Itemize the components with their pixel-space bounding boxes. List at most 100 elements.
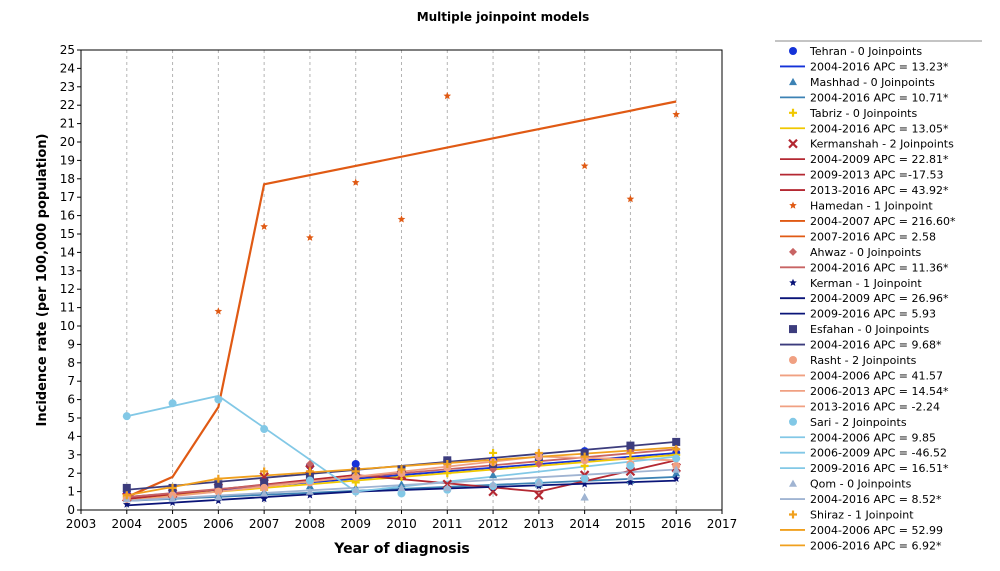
legend-series-name: Sari - 2 Joinpoints (810, 416, 907, 429)
x-tick-label: 2009 (340, 517, 371, 531)
legend: Tehran - 0 Joinpoints 2004-2016 APC = 13.… (775, 40, 982, 552)
y-tick-label: 16 (60, 209, 75, 223)
legend-marker (789, 47, 797, 55)
legend-fit-label: 2004-2016 APC = 10.71* (810, 91, 949, 104)
legend-marker (789, 417, 797, 426)
legend-series-name: Hamedan - 1 Joinpoint (810, 200, 933, 213)
data-point (672, 110, 681, 118)
legend-fit-label: 2006-2016 APC = 6.92* (810, 539, 942, 552)
x-tick-label: 2010 (386, 517, 417, 531)
data-point (580, 161, 589, 170)
legend-series-name: Ahwaz - 0 Joinpoints (810, 246, 922, 259)
legend-marker (789, 77, 797, 86)
data-point (260, 483, 269, 492)
y-tick-label: 12 (60, 282, 75, 296)
data-point (626, 441, 635, 450)
data-point (672, 465, 681, 473)
legend-fit-label: 2004-2006 APC = 9.85 (810, 431, 936, 444)
y-tick-label: 25 (60, 43, 75, 57)
data-point (122, 483, 131, 492)
data-point (626, 195, 635, 203)
legend-marker (789, 278, 797, 286)
data-point (305, 460, 314, 468)
x-tick-label: 2008 (295, 517, 326, 531)
y-axis-label: Incidence rate (per 100,000 population) (35, 134, 50, 427)
legend-marker (789, 201, 797, 209)
legend-fit-label: 2013-2016 APC = -2.24 (810, 400, 940, 413)
y-tick-label: 4 (67, 429, 75, 443)
x-tick-label: 2004 (112, 517, 143, 531)
data-point (305, 467, 314, 476)
data-point (397, 215, 406, 223)
y-tick-label: 18 (60, 172, 75, 186)
y-tick-label: 22 (60, 98, 75, 112)
legend-fit-label: 2004-2007 APC = 216.60* (810, 215, 956, 228)
data-point (397, 489, 406, 498)
data-point (489, 458, 498, 467)
data-point (534, 478, 543, 486)
legend-fit-label: 2009-2016 APC = 16.51* (810, 462, 949, 475)
legend-fit-label: 2004-2016 APC = 13.23* (810, 60, 949, 73)
y-tick-label: 2 (67, 466, 75, 480)
data-point (626, 472, 635, 481)
y-tick-label: 0 (67, 503, 75, 517)
legend-fit-label: 2004-2016 APC = 11.36* (810, 261, 949, 274)
legend-fit-label: 2004-2016 APC = 8.52* (810, 493, 942, 506)
legend-series-name: Shiraz - 1 Joinpoint (810, 509, 914, 522)
data-point (214, 307, 223, 315)
data-point (214, 496, 223, 505)
plot-area: 0123456789101112131415161718192021222324… (60, 43, 738, 531)
data-point (122, 412, 131, 421)
y-tick-label: 15 (60, 227, 75, 241)
legend-series-name: Rasht - 2 Joinpoints (810, 354, 917, 367)
legend-fit-label: 2004-2016 APC = 13.05* (810, 122, 949, 135)
y-tick-label: 3 (67, 448, 75, 462)
data-point (672, 474, 681, 482)
data-point (214, 487, 223, 496)
data-point (214, 474, 223, 483)
legend-series-name: Kerman - 1 Joinpoint (810, 277, 922, 290)
data-point (260, 467, 269, 476)
data-point (351, 178, 360, 186)
y-tick-label: 19 (60, 153, 75, 167)
data-point (580, 480, 589, 488)
x-tick-label: 2017 (707, 517, 738, 531)
x-tick-label: 2013 (524, 517, 555, 531)
data-point (397, 480, 406, 488)
y-tick-label: 5 (67, 411, 75, 425)
y-tick-label: 20 (60, 135, 75, 149)
y-tick-label: 23 (60, 80, 75, 94)
data-point (443, 460, 452, 468)
data-point (626, 478, 635, 486)
data-point (214, 480, 223, 489)
legend-marker (789, 356, 797, 364)
legend-fit-label: 2004-2006 APC = 52.99 (810, 524, 943, 537)
legend-fit-label: 2007-2016 APC = 2.58 (810, 230, 936, 243)
data-point (305, 476, 314, 485)
data-point (168, 494, 177, 503)
data-point (214, 395, 223, 404)
legend-marker (789, 325, 797, 334)
legend-fit-label: 2006-2009 APC = -46.52 (810, 447, 947, 460)
y-tick-label: 10 (60, 319, 75, 333)
legend-marker (788, 138, 798, 149)
data-point (306, 491, 314, 499)
legend-fit-label: 2009-2013 APC =-17.53 (810, 169, 943, 182)
y-tick-label: 24 (60, 61, 75, 75)
x-axis-label: Year of diagnosis (333, 541, 470, 557)
data-point (626, 461, 635, 470)
y-tick-label: 1 (67, 485, 75, 499)
legend-fit-label: 2004-2016 APC = 9.68* (810, 339, 942, 352)
y-tick-label: 9 (67, 337, 75, 351)
data-point (305, 487, 314, 495)
data-point (351, 472, 360, 481)
x-tick-label: 2011 (432, 517, 463, 531)
data-point (489, 471, 498, 479)
data-point (122, 491, 131, 500)
legend-series-name: Tehran - 0 Joinpoints (809, 45, 922, 58)
x-tick-label: 2005 (157, 517, 188, 531)
x-tick-label: 2014 (569, 517, 600, 531)
data-point (214, 493, 223, 501)
legend-fit-label: 2009-2016 APC = 5.93 (810, 308, 936, 321)
data-point (672, 445, 681, 454)
